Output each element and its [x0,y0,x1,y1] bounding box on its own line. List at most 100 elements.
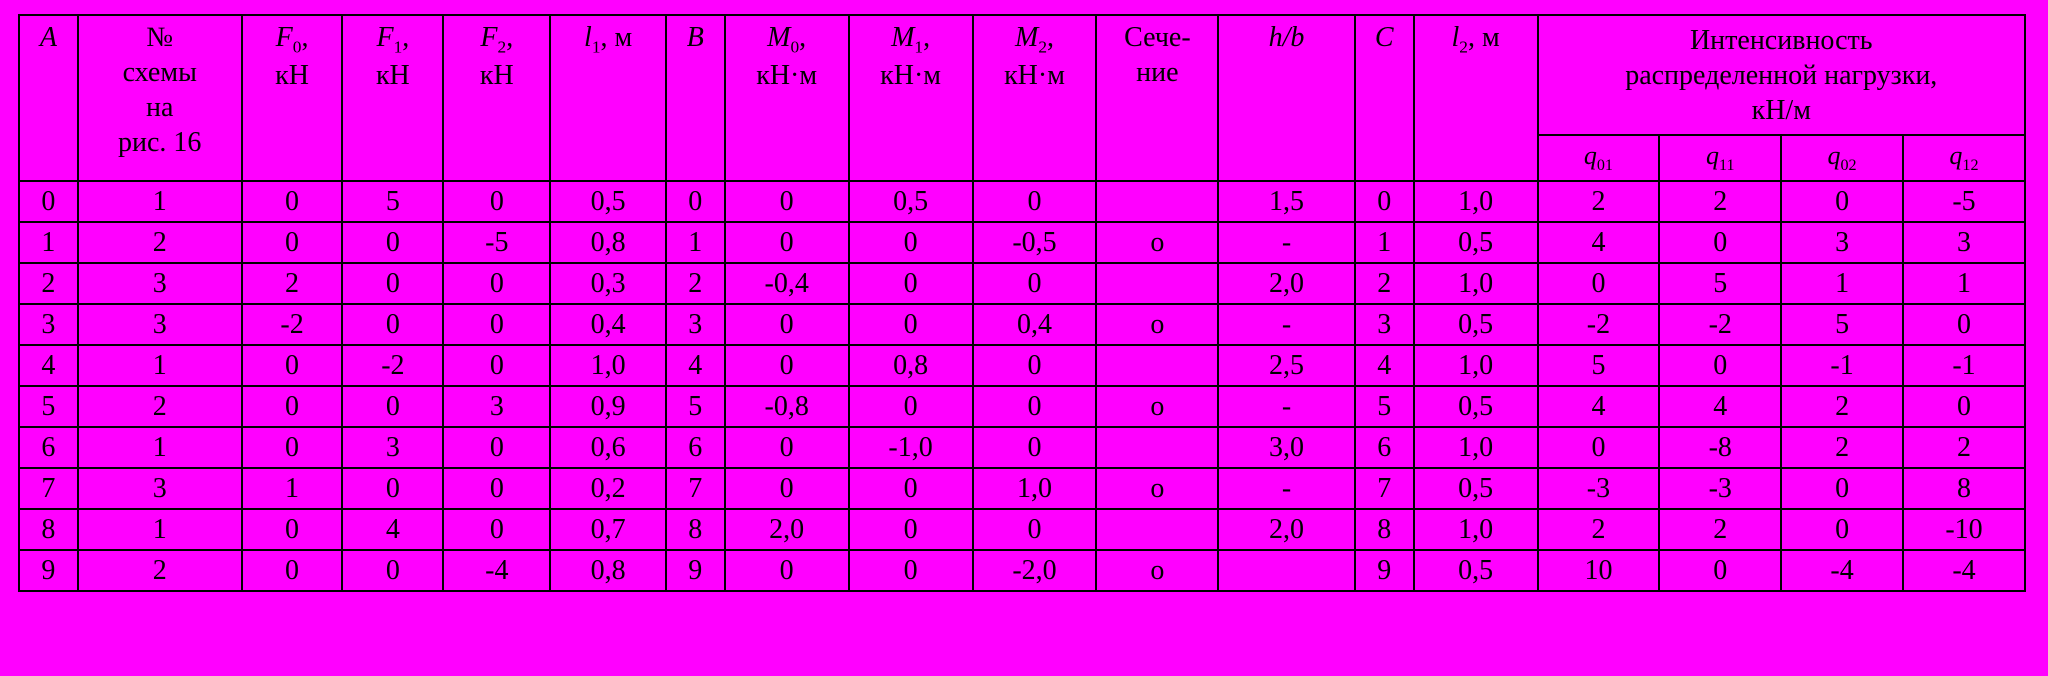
cell-q02: 0 [1781,509,1903,550]
cell-B: 8 [666,509,725,550]
cell-M0: 0 [725,468,849,509]
cell-q11: 2 [1659,181,1781,222]
cell-q12: -1 [1903,345,2025,386]
cell-l2: 1,0 [1414,345,1538,386]
cell-M2: 0 [973,427,1097,468]
cell-F0: 0 [242,509,343,550]
cell-q02: 0 [1781,181,1903,222]
table-wrapper: А № схемы на рис. 16 F0, кН F1, кН F2, к… [0,0,2048,610]
cell-hb: 2,0 [1218,509,1355,550]
cell-M2: 0 [973,386,1097,427]
cell-M2: 0 [973,345,1097,386]
table-row: 610300,660-1,003,061,00-822 [19,427,2025,468]
cell-B: 3 [666,304,725,345]
cell-q11: -8 [1659,427,1781,468]
hdr-q12-var: q [1949,141,1962,170]
cell-F0: 0 [242,345,343,386]
cell-C: 9 [1355,550,1414,591]
cell-C: 6 [1355,427,1414,468]
cell-A: 6 [19,427,78,468]
hdr-M1-unit: кН·м [880,60,941,91]
cell-q01: 10 [1538,550,1660,591]
hdr-q11-sub: 11 [1719,157,1735,174]
cell-sec: о [1096,550,1218,591]
cell-M1: 0 [849,263,973,304]
cell-F0: 0 [242,181,343,222]
hdr-q02-sub: 02 [1841,157,1857,174]
hdr-M1-var: M [891,22,914,53]
cell-q01: 4 [1538,386,1660,427]
cell-hb: - [1218,304,1355,345]
cell-sch: 3 [78,263,242,304]
hdr-sec-l2: ние [1136,57,1178,88]
cell-M2: 1,0 [973,468,1097,509]
cell-q02: 1 [1781,263,1903,304]
table-row: 410-201,0400,802,541,050-1-1 [19,345,2025,386]
col-q12: q12 [1903,135,2025,181]
cell-M2: -0,5 [973,222,1097,263]
cell-q12: 0 [1903,304,2025,345]
cell-F1: 0 [342,468,443,509]
cell-l2: 0,5 [1414,222,1538,263]
cell-l1: 0,2 [550,468,666,509]
cell-F2: 0 [443,509,550,550]
cell-q02: -1 [1781,345,1903,386]
table-row: 9200-40,8900-2,0о90,5100-4-4 [19,550,2025,591]
table-row: 1200-50,8100-0,5о-10,54033 [19,222,2025,263]
header-row-1: А № схемы на рис. 16 F0, кН F1, кН F2, к… [19,15,2025,135]
cell-M2: 0 [973,263,1097,304]
cell-B: 5 [666,386,725,427]
cell-F2: 0 [443,345,550,386]
cell-F1: 4 [342,509,443,550]
col-l1: l1, м [550,15,666,181]
hdr-M2-sub: 2 [1038,38,1047,57]
cell-q02: 3 [1781,222,1903,263]
cell-l1: 0,9 [550,386,666,427]
cell-M0: -0,8 [725,386,849,427]
cell-q12: 8 [1903,468,2025,509]
cell-M1: -1,0 [849,427,973,468]
cell-A: 3 [19,304,78,345]
hdr-q11-var: q [1706,141,1719,170]
hdr-l1-var: l [584,22,592,53]
cell-q01: 0 [1538,263,1660,304]
col-group-intensity: Интенсивность распределенной нагрузки, к… [1538,15,2025,135]
cell-sec: о [1096,304,1218,345]
table-body: 010500,5000,501,501,0220-51200-50,8100-0… [19,181,2025,591]
cell-q12: 1 [1903,263,2025,304]
cell-sec [1096,427,1218,468]
cell-B: 0 [666,181,725,222]
cell-l2: 0,5 [1414,386,1538,427]
col-F2: F2, кН [443,15,550,181]
cell-q01: 4 [1538,222,1660,263]
col-M1: M1, кН·м [849,15,973,181]
cell-l1: 1,0 [550,345,666,386]
hdr-scheme-l1: схемы [123,57,197,88]
hdr-group-l2: распределенной нагрузки, [1625,60,1937,91]
cell-q01: -2 [1538,304,1660,345]
cell-q11: -2 [1659,304,1781,345]
hdr-q01-var: q [1584,141,1597,170]
hdr-M2-unit: кН·м [1004,60,1065,91]
cell-q11: 0 [1659,345,1781,386]
cell-sch: 2 [78,222,242,263]
cell-l2: 1,0 [1414,509,1538,550]
hdr-q02-var: q [1828,141,1841,170]
cell-l1: 0,6 [550,427,666,468]
cell-sch: 2 [78,550,242,591]
cell-B: 9 [666,550,725,591]
hdr-hb-text: h/b [1269,22,1305,53]
cell-l1: 0,4 [550,304,666,345]
col-C: С [1355,15,1414,181]
cell-C: 0 [1355,181,1414,222]
cell-F0: 0 [242,550,343,591]
cell-A: 5 [19,386,78,427]
cell-F1: 0 [342,222,443,263]
hdr-scheme-l2: на [146,92,173,123]
cell-q01: 2 [1538,509,1660,550]
table-row: 010500,5000,501,501,0220-5 [19,181,2025,222]
cell-hb: - [1218,386,1355,427]
cell-q11: 0 [1659,550,1781,591]
cell-M0: 2,0 [725,509,849,550]
cell-sch: 3 [78,468,242,509]
